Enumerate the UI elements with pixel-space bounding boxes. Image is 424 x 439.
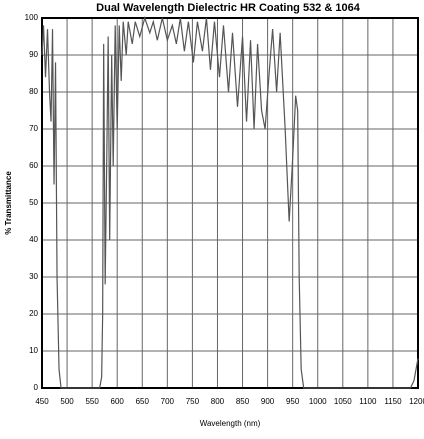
- x-tick-label: 850: [236, 397, 250, 406]
- x-tick-label: 650: [136, 397, 150, 406]
- x-tick-label: 500: [60, 397, 74, 406]
- x-tick-label: 600: [111, 397, 125, 406]
- y-tick-label: 80: [29, 87, 38, 96]
- transmittance-line: [41, 15, 419, 389]
- y-tick-label: 60: [29, 161, 38, 170]
- x-tick-label: 1100: [359, 397, 377, 406]
- x-tick-label: 800: [211, 397, 225, 406]
- y-tick-label: 10: [29, 346, 38, 355]
- x-tick-label: 1150: [384, 397, 402, 406]
- y-tick-label: 90: [29, 50, 38, 59]
- plot-frame: [41, 17, 419, 389]
- x-tick-label: 550: [85, 397, 99, 406]
- y-tick-label: 40: [29, 235, 38, 244]
- x-tick-label: 1200: [409, 397, 424, 406]
- x-tick-label: 950: [286, 397, 300, 406]
- y-axis-label: % Transmittance: [4, 171, 13, 235]
- x-tick-label: 900: [261, 397, 275, 406]
- x-tick-label: 700: [161, 397, 175, 406]
- x-tick-label: 750: [186, 397, 200, 406]
- y-tick-label: 70: [29, 124, 38, 133]
- x-tick-label: 1000: [309, 397, 327, 406]
- x-tick-label: 450: [35, 397, 49, 406]
- y-tick-label: 30: [29, 272, 38, 281]
- x-axis-label: Wavelength (nm): [200, 419, 261, 428]
- y-tick-label: 100: [25, 13, 39, 22]
- chart-title: Dual Wavelength Dielectric HR Coating 53…: [96, 2, 361, 14]
- x-tick-label: 1050: [334, 397, 352, 406]
- y-tick-label: 0: [34, 383, 39, 392]
- y-tick-label: 50: [29, 198, 38, 207]
- y-tick-label: 20: [29, 309, 38, 318]
